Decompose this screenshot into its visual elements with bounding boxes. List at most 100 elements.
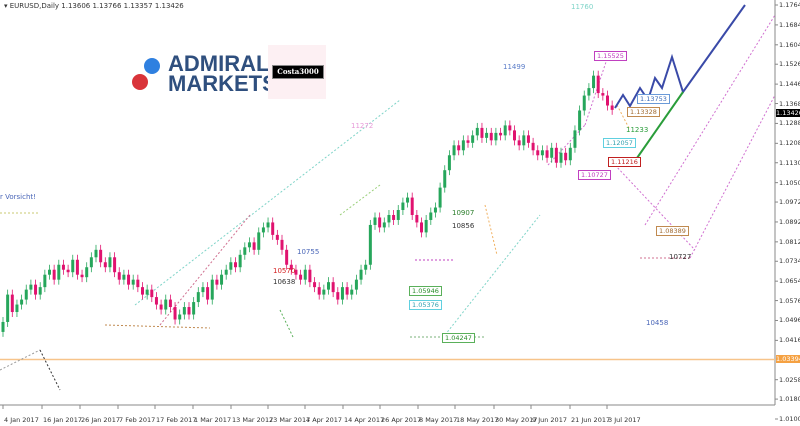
candle-body (387, 214, 391, 223)
time-tick-label: 26 Jan 2017 (81, 416, 120, 424)
candle-body (159, 304, 163, 310)
candle-body (192, 302, 196, 315)
annotation: 11272 (351, 122, 374, 130)
annotation: 11233 (626, 126, 649, 134)
candle-body (10, 294, 14, 313)
chart-header: ▾ EURUSD,Daily 1.13606 1.13766 1.13357 1… (4, 2, 184, 10)
candle-body (592, 75, 596, 89)
time-tick-label: 1 Mar 2017 (194, 416, 232, 424)
candle-body (173, 307, 177, 320)
candle-body (257, 232, 261, 250)
candle-body (94, 249, 98, 258)
current-price-tag: 1.13426 (776, 109, 800, 117)
trend-line (484, 204, 498, 256)
candle-body (210, 279, 214, 300)
time-tick-label: 18 May 2017 (456, 416, 499, 424)
price-tick-label: 1.08120 (779, 237, 800, 246)
annotation: 11499 (503, 63, 526, 71)
candle-body (382, 222, 386, 228)
candle-body (550, 147, 554, 158)
candle-body (368, 224, 372, 265)
price-tick-label: 1.09720 (779, 198, 800, 207)
trend-line (584, 49, 611, 126)
candle-body (24, 289, 28, 300)
candle-body (113, 257, 117, 273)
time-tick-label: 21 Jun 2017 (571, 416, 611, 424)
candle-body (531, 142, 535, 151)
price-box: 1.05946 (409, 286, 442, 296)
candle-body (266, 222, 270, 228)
candle-body (178, 314, 182, 320)
price-tick-label: 1.16840 (779, 20, 800, 29)
time-tick-label: 14 Apr 2017 (344, 416, 385, 424)
candle-body (80, 274, 84, 278)
price-tick-label: 1.01000 (779, 415, 800, 423)
trend-line (644, 14, 776, 226)
candle-body (415, 214, 419, 223)
candle-body (99, 249, 103, 263)
candle-body (554, 147, 558, 163)
price-box: 1.13328 (627, 107, 660, 117)
price-box: 1.04247 (442, 333, 475, 343)
candle-body (57, 264, 61, 280)
candle-body (317, 287, 321, 295)
candle-body (34, 284, 38, 295)
candle-body (238, 254, 242, 268)
candle-body (271, 222, 275, 235)
candle-body (392, 214, 396, 220)
candle-body (252, 242, 256, 250)
trend-line (547, 124, 586, 166)
candle-body (466, 140, 470, 143)
candle-body (1, 321, 5, 332)
trend-line (444, 214, 541, 336)
logo-red-dot (132, 74, 148, 90)
price-box: 1.10727 (578, 170, 611, 180)
price-tick-label: 1.15260 (779, 60, 800, 69)
annotation: 10638 (273, 278, 296, 286)
price-tick-label: 1.04160 (779, 336, 800, 345)
ohlc-readout: 1.13606 1.13766 1.13357 1.13426 (61, 2, 184, 10)
candle-body (75, 259, 79, 275)
price-box: 1.12057 (603, 138, 636, 148)
annotation: r Vorsicht! (0, 193, 36, 201)
annotation: 10458 (646, 319, 669, 327)
candle-body (89, 257, 93, 268)
candle-body (438, 187, 442, 208)
price-tick-label: 1.12880 (779, 119, 800, 128)
annotation: 10570 (273, 267, 296, 275)
trend-line (39, 349, 61, 391)
candle-body (224, 269, 228, 275)
time-tick-label: 3 Jul 2017 (608, 416, 641, 424)
candle-body (350, 289, 354, 295)
candle-body (164, 299, 168, 310)
candle-body (247, 242, 251, 248)
time-tick-label: 4 Apr 2017 (306, 416, 343, 424)
time-tick-label: 9 Jun 2017 (532, 416, 567, 424)
candle-body (108, 257, 112, 268)
candle-body (373, 217, 377, 225)
candle-body (503, 125, 507, 136)
trend-line (159, 214, 251, 326)
candle-body (336, 292, 340, 300)
candle-body (471, 135, 475, 143)
candle-body (322, 289, 326, 295)
candle-body (457, 145, 461, 151)
price-box: 1.05376 (409, 300, 442, 310)
trend-line (689, 94, 776, 259)
time-tick-label: 23 Mar 2017 (269, 416, 311, 424)
time-tick-label: 16 Jan 2017 (43, 416, 82, 424)
candle-body (215, 279, 219, 285)
candle-body (85, 267, 89, 278)
candle-body (401, 202, 405, 211)
candle-body (494, 132, 498, 141)
candle-body (285, 249, 289, 265)
candle-body (327, 282, 330, 290)
candle-body (559, 152, 563, 163)
candle-body (141, 287, 144, 295)
price-tick-label: 1.08920 (779, 217, 800, 226)
candle-body (289, 264, 293, 270)
trend-line (104, 324, 211, 329)
price-tick-label: 1.10500 (779, 178, 800, 187)
